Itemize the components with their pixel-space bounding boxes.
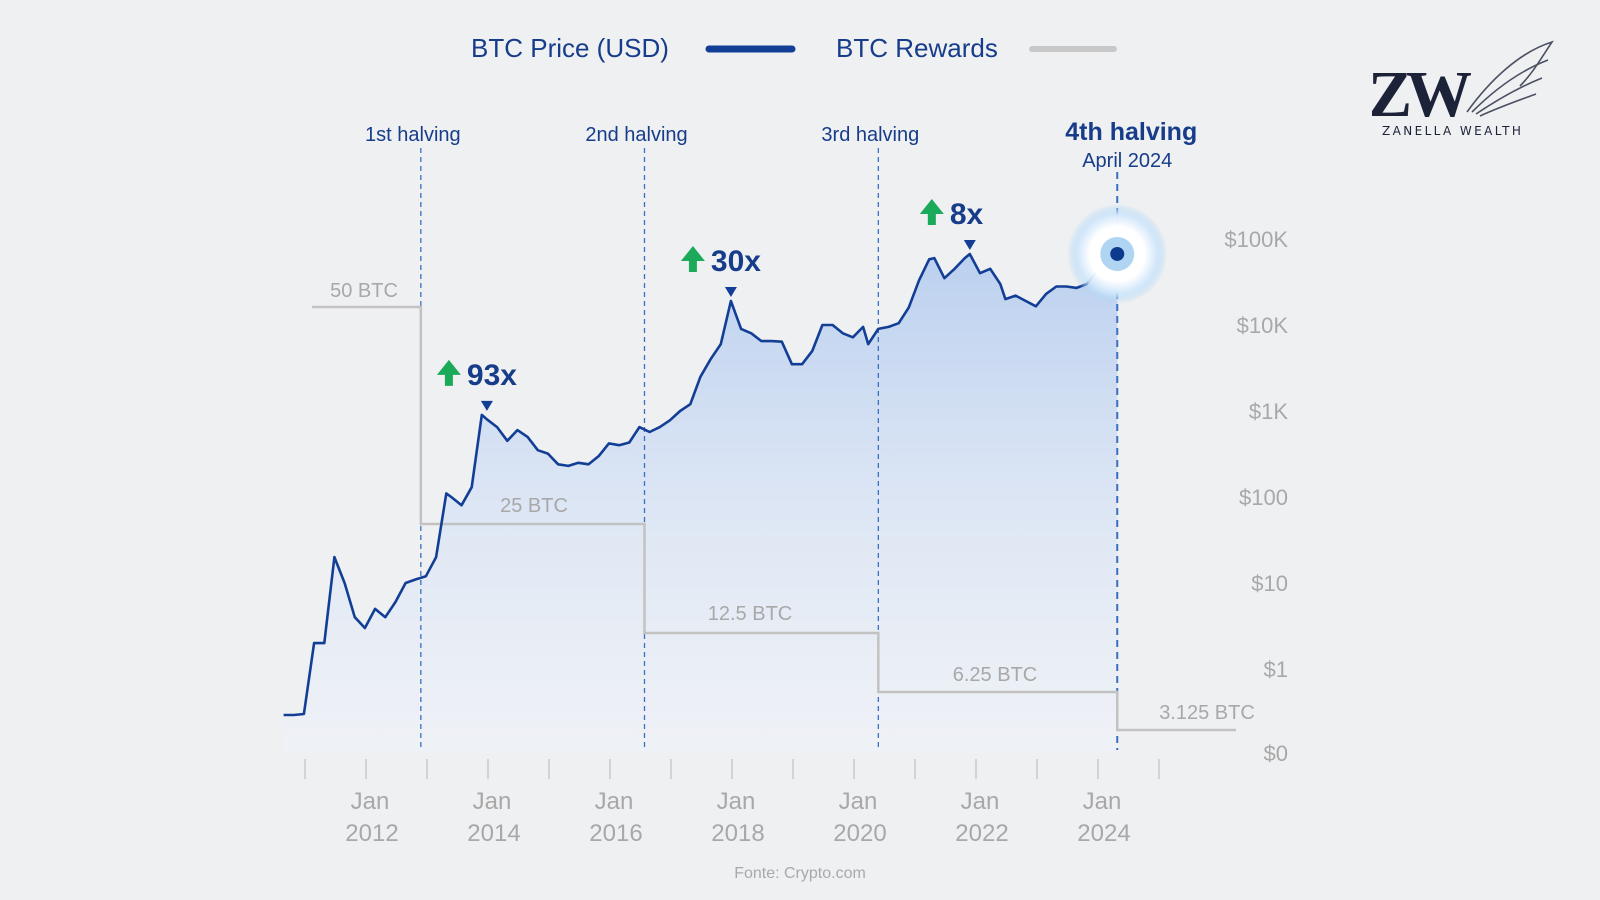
multiplier-label: 30x xyxy=(711,245,761,278)
up-arrow-icon-shape xyxy=(436,359,461,386)
y-tick-label: $10K xyxy=(1237,313,1289,338)
y-tick-label: $10 xyxy=(1251,571,1288,596)
x-tick-year: 2024 xyxy=(1077,820,1130,847)
x-tick-year: 2016 xyxy=(589,820,642,847)
reward-label: 25 BTC xyxy=(500,495,568,517)
x-tick-month: Jan xyxy=(961,788,1000,815)
up-arrow-icon-shape xyxy=(919,198,944,225)
halving-label: 3rd halving xyxy=(821,124,919,146)
y-tick-label: $1K xyxy=(1249,399,1288,424)
x-tick-month: Jan xyxy=(595,788,634,815)
y-tick-label: $0 xyxy=(1264,741,1288,766)
x-tick-month: Jan xyxy=(351,788,390,815)
halving-label: 4th halving xyxy=(1065,118,1197,146)
x-tick-year: 2018 xyxy=(711,820,764,847)
wing-icon xyxy=(1466,40,1554,117)
up-arrow-icon-shape xyxy=(680,246,705,273)
y-tick-label: $100 xyxy=(1239,485,1288,510)
x-tick-month: Jan xyxy=(473,788,512,815)
halving-label: 1st halving xyxy=(365,124,461,146)
peak-marker-icon xyxy=(724,287,737,298)
multiplier-label: 8x xyxy=(950,198,984,231)
x-tick-month: Jan xyxy=(839,788,878,815)
rewards-step-line xyxy=(312,305,1236,732)
reward-label: 12.5 BTC xyxy=(708,603,792,625)
legend: BTC Price (USD) BTC Rewards xyxy=(471,33,1117,63)
peak-marker-icon xyxy=(480,400,493,411)
y-tick-label: $1 xyxy=(1264,657,1288,682)
x-tick-year: 2014 xyxy=(467,820,520,847)
logo-letters: ZW xyxy=(1372,58,1471,131)
brand-name: ZANELLA WEALTH xyxy=(1382,124,1524,138)
halving-sublabel: April 2024 xyxy=(1082,150,1172,172)
multiplier-label: 93x xyxy=(467,359,517,392)
x-tick-month: Jan xyxy=(717,788,756,815)
reward-label: 6.25 BTC xyxy=(953,664,1037,686)
x-tick-month: Jan xyxy=(1083,788,1122,815)
up-arrow-icon xyxy=(436,359,461,386)
up-arrow-icon xyxy=(919,198,944,225)
peak-marker-icon xyxy=(963,239,976,250)
price-area-fill xyxy=(283,254,1118,753)
legend-rewards-label: BTC Rewards xyxy=(836,33,998,63)
btc-price-line xyxy=(283,252,1118,717)
halving-label: 2nd halving xyxy=(585,124,687,146)
up-arrow-icon xyxy=(680,246,705,273)
legend-price-label: BTC Price (USD) xyxy=(471,33,669,63)
source-note: Fonte: Crypto.com xyxy=(734,865,866,882)
reward-label: 3.125 BTC xyxy=(1159,702,1255,724)
x-tick-year: 2020 xyxy=(833,820,886,847)
zanella-wealth-logo: ZW xyxy=(1372,40,1554,131)
reward-label: 50 BTC xyxy=(330,280,398,302)
x-tick-year: 2022 xyxy=(955,820,1008,847)
x-tick-year: 2012 xyxy=(345,820,398,847)
current-price-dot xyxy=(1110,246,1125,261)
y-tick-label: $100K xyxy=(1224,227,1288,252)
